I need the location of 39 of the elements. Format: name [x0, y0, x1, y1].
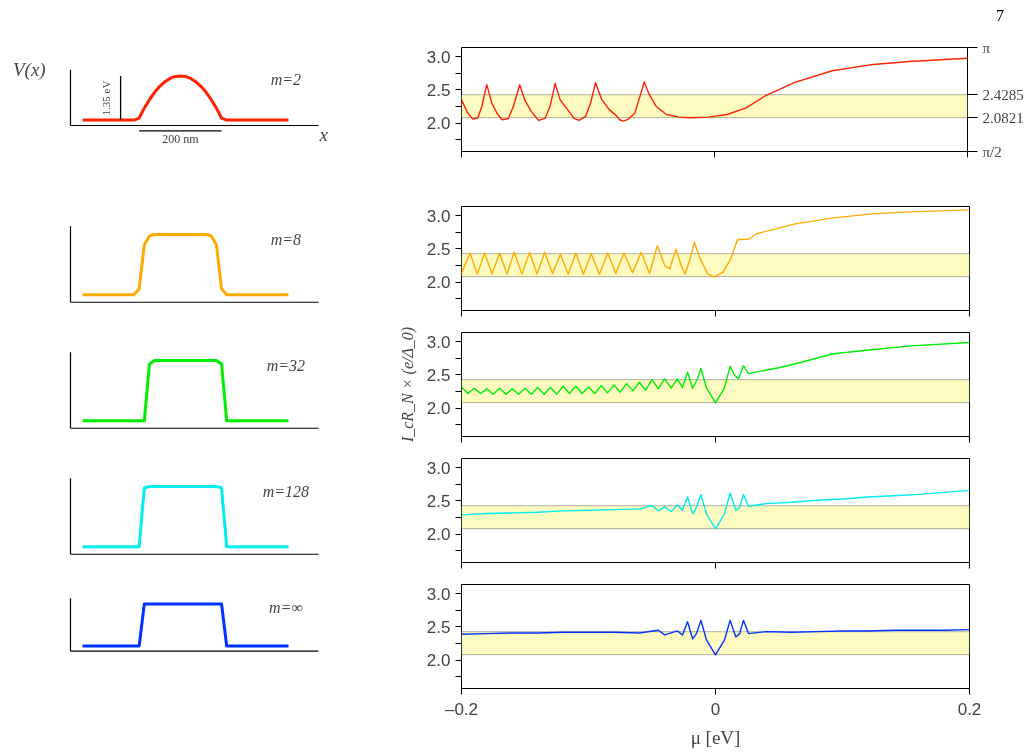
y2-tick-label: 2.4285: [982, 86, 1024, 103]
text: 7: [996, 6, 1004, 26]
line-series: [461, 489, 970, 530]
y-tick-label: 3.0: [426, 206, 451, 226]
annotation: m=128: [262, 482, 310, 500]
annotation: m=32: [266, 356, 306, 374]
y-tick-label: 2.5: [426, 491, 451, 511]
annotation: 1.35 eV: [100, 80, 113, 116]
x-axis-title: μ [eV]: [690, 726, 741, 748]
x-axis-title: x: [318, 124, 329, 146]
y-tick-label: 2.0: [426, 399, 451, 419]
text: 200 nm: [162, 131, 200, 146]
y2-tick-label: π/2: [982, 143, 1002, 160]
line-series: [461, 57, 968, 122]
line-series: [461, 619, 970, 656]
y-tick-label: 2.5: [426, 617, 451, 637]
line-series: [461, 209, 970, 278]
y2-tick-label: 2.0821: [982, 109, 1024, 126]
y-tick-label: 3.0: [426, 584, 451, 604]
annotation: m=2: [270, 70, 302, 88]
annotation: m=∞: [269, 598, 303, 616]
y2-tick-label: π: [982, 39, 991, 56]
annotation: m=8: [270, 230, 302, 248]
x-tick-label: –0.2: [444, 699, 479, 719]
y-tick-label: 3.0: [426, 458, 451, 478]
y-tick-label: 3.0: [426, 332, 451, 352]
y-tick-label: 2.0: [426, 273, 451, 293]
y-tick-label: 2.0: [426, 114, 451, 134]
y-tick-label: 2.0: [426, 525, 451, 545]
x-tick-label: 0: [710, 699, 721, 719]
x-tick-label: 0.2: [957, 699, 982, 719]
y-axis-title: I_cR_N × (e/Δ_0): [398, 326, 417, 444]
y-tick-label: 2.5: [426, 365, 451, 385]
y-tick-label: 2.5: [426, 80, 451, 100]
y-tick-label: 2.0: [426, 651, 451, 671]
y-tick-label: 2.5: [426, 239, 451, 259]
line-series: [461, 341, 970, 404]
y-tick-label: 3.0: [426, 47, 451, 67]
y-axis-title: V(x): [12, 59, 46, 82]
